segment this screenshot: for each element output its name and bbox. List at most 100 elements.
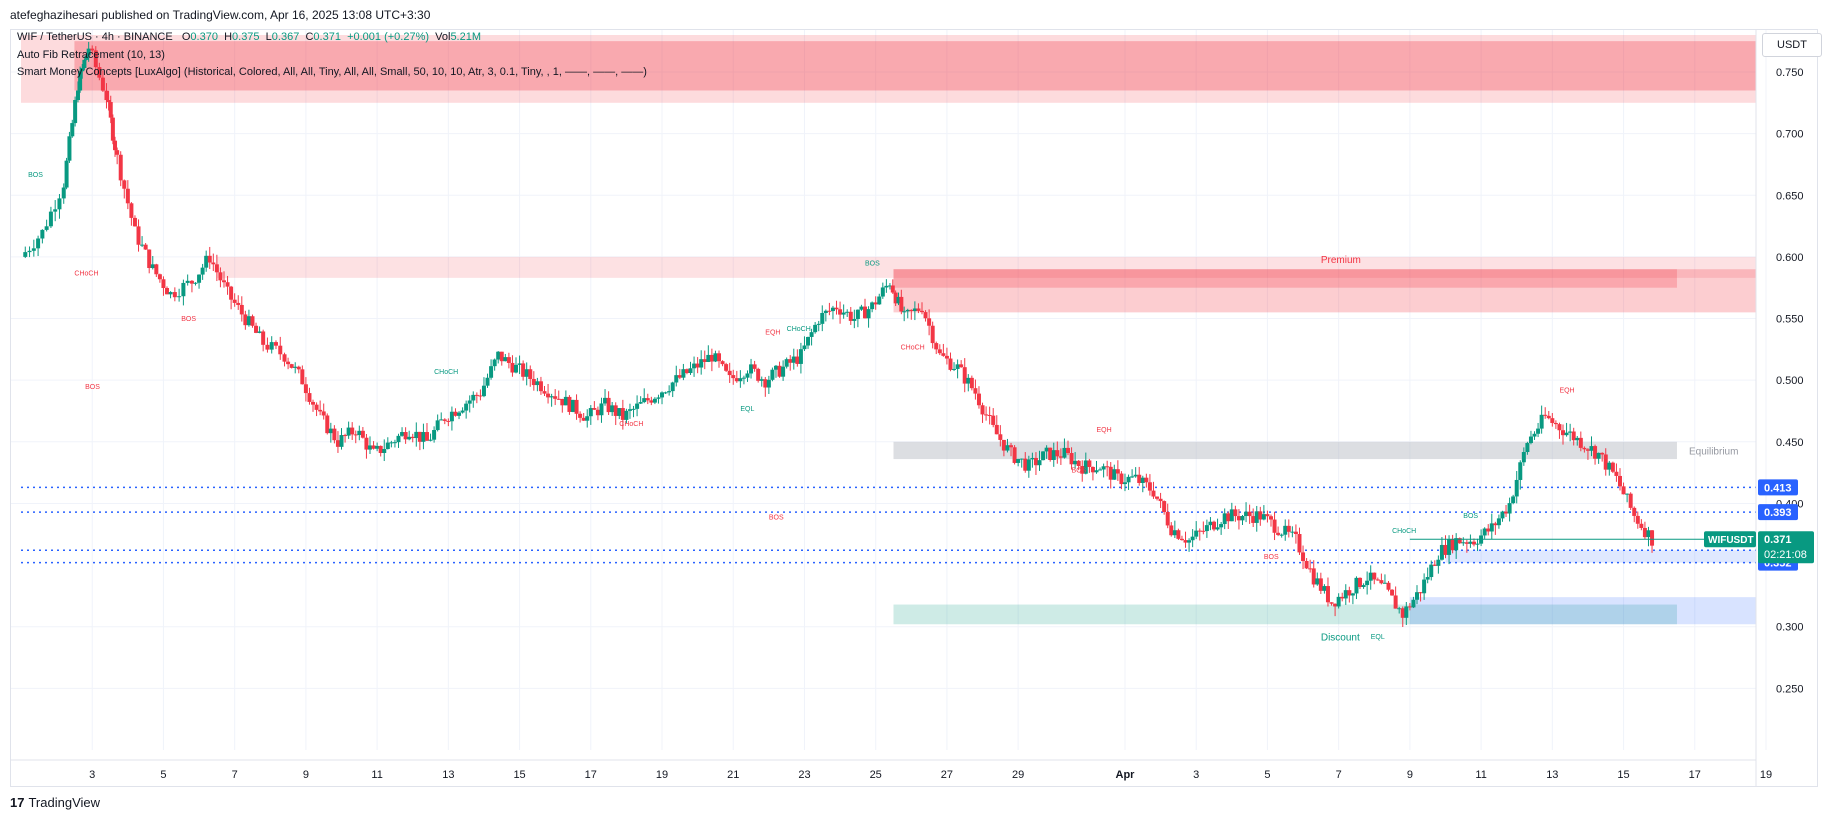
candle-up[interactable] (1507, 503, 1512, 514)
candle-down[interactable] (752, 364, 757, 369)
candle-up[interactable] (481, 385, 486, 397)
candle-down[interactable] (1023, 458, 1028, 471)
candle-down[interactable] (1055, 450, 1060, 457)
candle-down[interactable] (442, 419, 447, 421)
candle-up[interactable] (1365, 580, 1370, 586)
candle-down[interactable] (1144, 477, 1149, 483)
candle-down[interactable] (948, 358, 953, 370)
candle-up[interactable] (773, 365, 778, 370)
candle-up[interactable] (806, 336, 811, 346)
candle-down[interactable] (1301, 552, 1306, 561)
candle-up[interactable] (1500, 511, 1505, 519)
candle-up[interactable] (1447, 539, 1452, 555)
candle-down[interactable] (553, 396, 558, 399)
candle-up[interactable] (1279, 534, 1284, 536)
candle-up[interactable] (610, 405, 615, 413)
candle-down[interactable] (446, 420, 451, 422)
candle-up[interactable] (40, 229, 45, 239)
candle-down[interactable] (916, 308, 921, 311)
chart-pane[interactable]: Premium Equilibrium Discount BOS CHoCH BOS BOS… (10, 29, 1818, 787)
candle-up[interactable] (563, 396, 568, 406)
candle-up[interactable] (177, 296, 182, 298)
candle-up[interactable] (1539, 414, 1544, 429)
candle-down[interactable] (478, 395, 483, 397)
candle-down[interactable] (1258, 511, 1263, 520)
candle-down[interactable] (1418, 592, 1423, 594)
candle-down[interactable] (1614, 471, 1619, 476)
candle-up[interactable] (631, 408, 636, 410)
candle-down[interactable] (984, 414, 989, 416)
candle-down[interactable] (1578, 437, 1583, 448)
candle-down[interactable] (834, 307, 839, 310)
candle-down[interactable] (1621, 486, 1626, 495)
candle-down[interactable] (1325, 586, 1330, 603)
indicator-fib[interactable]: Auto Fib Retracement (10, 13) (17, 49, 165, 61)
candle-up[interactable] (670, 382, 675, 392)
candle-up[interactable] (57, 198, 62, 210)
candle-up[interactable] (1219, 524, 1224, 528)
candle-up[interactable] (1528, 436, 1533, 444)
candle-down[interactable] (311, 401, 316, 405)
candle-up[interactable] (741, 377, 746, 379)
candle-down[interactable] (506, 357, 511, 363)
candle-up[interactable] (75, 90, 80, 100)
candle-down[interactable] (1347, 590, 1352, 596)
candle-up[interactable] (656, 397, 661, 399)
candle-up[interactable] (1511, 496, 1516, 504)
candle-up[interactable] (912, 308, 917, 312)
candle-down[interactable] (994, 424, 999, 435)
candle-down[interactable] (1464, 542, 1469, 544)
candle-up[interactable] (841, 312, 846, 315)
level-tag[interactable] (1758, 504, 1798, 521)
candle-down[interactable] (521, 363, 526, 377)
candle-up[interactable] (1005, 445, 1010, 451)
candle-down[interactable] (1012, 447, 1017, 463)
candle-up[interactable] (492, 359, 497, 367)
candle-down[interactable] (147, 249, 152, 269)
candle-up[interactable] (1112, 469, 1117, 480)
candle-up[interactable] (414, 431, 419, 439)
candle-up[interactable] (1051, 450, 1056, 460)
candle-down[interactable] (1329, 602, 1334, 604)
chart-canvas[interactable]: Premium Equilibrium Discount BOS CHoCH BOS BOS… (11, 30, 1817, 786)
candle-up[interactable] (1290, 531, 1295, 533)
candle-down[interactable] (777, 365, 782, 377)
candle-up[interactable] (955, 364, 960, 369)
candle-down[interactable] (1561, 430, 1566, 436)
candle-down[interactable] (959, 364, 964, 368)
candle-down[interactable] (1251, 516, 1256, 523)
candle-down[interactable] (923, 312, 928, 319)
candle-down[interactable] (118, 154, 123, 181)
candle-down[interactable] (1386, 582, 1391, 590)
candle-up[interactable] (1382, 582, 1387, 584)
candle-up[interactable] (1575, 437, 1580, 441)
candle-up[interactable] (1240, 516, 1245, 521)
candle-up[interactable] (64, 160, 69, 188)
candle-down[interactable] (1087, 460, 1092, 467)
candle-down[interactable] (510, 362, 515, 373)
candle-up[interactable] (1425, 577, 1430, 580)
candle-down[interactable] (129, 203, 134, 218)
candle-down[interactable] (1058, 456, 1063, 458)
candle-down[interactable] (991, 415, 996, 425)
candle-up[interactable] (713, 353, 718, 362)
candle-down[interactable] (1183, 540, 1188, 543)
candle-up[interactable] (1030, 457, 1035, 460)
candle-down[interactable] (1400, 608, 1405, 618)
candle-down[interactable] (453, 411, 458, 416)
candle-up[interactable] (1083, 460, 1088, 474)
candle-down[interactable] (1119, 473, 1124, 485)
candle-down[interactable] (720, 361, 725, 365)
last-price-tag[interactable] (1758, 531, 1814, 564)
candle-down[interactable] (157, 274, 162, 280)
candle-up[interactable] (798, 349, 803, 364)
candle-up[interactable] (435, 420, 440, 431)
candle-down[interactable] (727, 370, 732, 376)
candle-up[interactable] (706, 354, 711, 362)
candle-down[interactable] (1603, 454, 1608, 470)
candle-up[interactable] (514, 364, 519, 373)
candle-down[interactable] (788, 359, 793, 363)
candle-up[interactable] (770, 369, 775, 380)
candle-down[interactable] (296, 366, 301, 370)
candle-down[interactable] (1379, 580, 1384, 584)
